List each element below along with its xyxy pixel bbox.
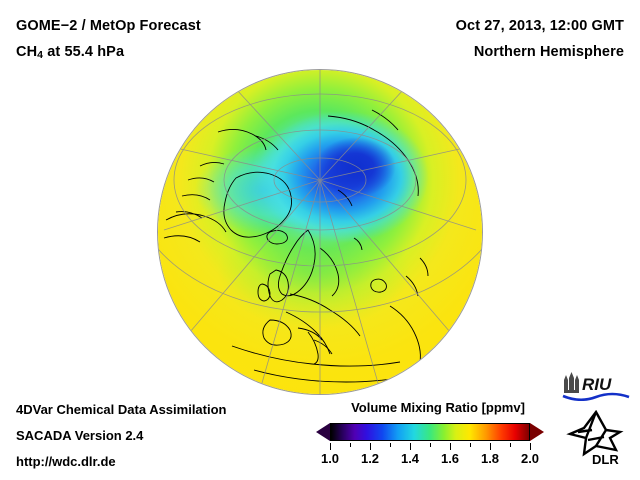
website-link[interactable]: http://wdc.dlr.de — [16, 454, 116, 469]
coastlines — [163, 109, 429, 383]
colorbar — [316, 421, 544, 443]
colorbar-tick-label: 2.0 — [520, 451, 540, 466]
region-label: Northern Hemisphere — [473, 44, 624, 60]
colorbar-tick-label: 1.0 — [320, 451, 340, 466]
colorbar-labels: 1.0 1.2 1.4 1.6 1.8 2.0 — [321, 451, 539, 469]
colorbar-gradient — [330, 423, 530, 441]
species-altitude-label: CH4 at 55.4 hPa — [16, 44, 124, 61]
colorbar-over-arrow — [530, 423, 544, 441]
riu-logo-text: RIU — [582, 375, 612, 394]
colorbar-tick-label: 1.6 — [440, 451, 460, 466]
species-prefix: CH — [16, 44, 38, 60]
colorbar-tick-major — [410, 443, 411, 450]
dlr-logo-text: DLR — [592, 452, 619, 466]
dlr-logo: DLR — [566, 410, 624, 466]
page-title: GOME−2 / MetOp Forecast — [16, 18, 201, 34]
timestamp-label: Oct 27, 2013, 12:00 GMT — [455, 18, 624, 34]
graticule-lines — [158, 70, 482, 394]
colorbar-tick-minor — [390, 443, 391, 447]
colorbar-tick-label: 1.4 — [400, 451, 420, 466]
colorbar-title: Volume Mixing Ratio [ppmv] — [351, 400, 525, 415]
colorbar-tick-major — [370, 443, 371, 450]
version-label: SACADA Version 2.4 — [16, 428, 144, 443]
colorbar-under-arrow — [316, 423, 330, 441]
globe-limb-shading — [158, 70, 482, 394]
colorbar-tick-minor — [430, 443, 431, 447]
riu-logo: RIU — [562, 372, 630, 401]
globe-disc — [158, 70, 482, 394]
colorbar-tick-label: 1.2 — [360, 451, 380, 466]
species-suffix: at 55.4 hPa — [43, 44, 125, 60]
colorbar-tick-minor — [350, 443, 351, 447]
species-subscript: 4 — [37, 49, 44, 61]
colorbar-tick-major — [530, 443, 531, 450]
colorbar-tick-major — [330, 443, 331, 450]
colorbar-tick-label: 1.8 — [480, 451, 500, 466]
colorbar-tick-major — [450, 443, 451, 450]
colorbar-ticks — [330, 443, 531, 450]
colorbar-tick-minor — [510, 443, 511, 447]
assimilation-label: 4DVar Chemical Data Assimilation — [16, 402, 227, 417]
globe-map — [158, 70, 482, 394]
colorbar-tick-minor — [470, 443, 471, 447]
colorbar-tick-major — [490, 443, 491, 450]
